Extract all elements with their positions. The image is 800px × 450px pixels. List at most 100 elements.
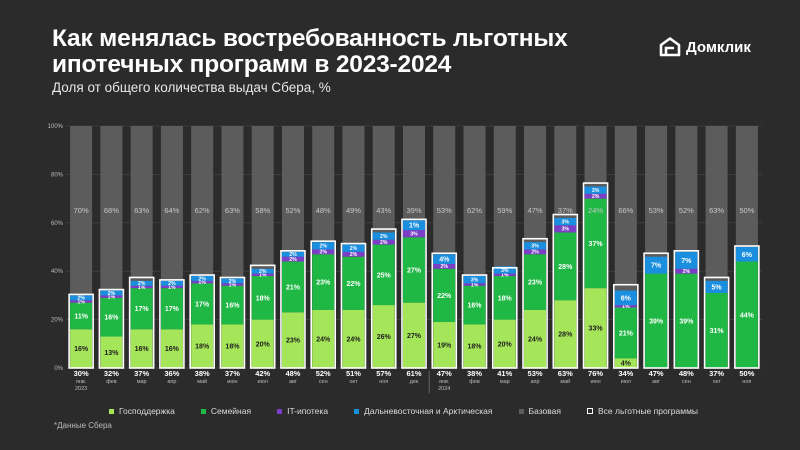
label-far-2: 2% <box>138 281 146 287</box>
label-sem-6: 18% <box>256 295 271 302</box>
year-label-0: 2023 <box>75 386 87 392</box>
bar-it-15 <box>524 249 547 255</box>
label-far-0: 2% <box>77 296 85 302</box>
label-sem-0: 11% <box>74 313 88 320</box>
label-sem-2: 17% <box>135 306 150 313</box>
bar-gos-11 <box>403 302 425 368</box>
label-sem-9: 22% <box>346 281 361 288</box>
label-sem-16: 28% <box>558 264 573 271</box>
bar-sem-15 <box>524 254 547 310</box>
label-far-22: 6% <box>742 252 753 259</box>
label-it-0: 1% <box>77 299 85 305</box>
label-far-18: 6% <box>621 295 632 302</box>
bar-far-12 <box>433 254 456 264</box>
label-far-15: 3% <box>531 244 539 250</box>
x-tick-label-7: авг <box>289 379 297 385</box>
bar-it-2 <box>130 285 153 289</box>
bar-gos-15 <box>524 309 547 368</box>
brand-logo: Домклик <box>659 37 751 57</box>
bar-it-7 <box>281 256 304 262</box>
label-gos-1: 13% <box>104 350 119 357</box>
label-it-4: 1% <box>198 280 206 286</box>
bar-sem-2 <box>130 288 153 330</box>
bar-far-18 <box>614 290 637 306</box>
label-far-20: 7% <box>681 258 692 265</box>
label-gos-16: 28% <box>558 332 573 339</box>
label-total-2: 37% <box>134 369 149 378</box>
label-sem-7: 21% <box>286 284 301 291</box>
label-base-21: 63% <box>709 206 724 215</box>
x-tick-label-4: май <box>197 378 207 385</box>
legend-label-gos: Господдержка <box>119 406 175 416</box>
x-tick-label-1: фев <box>106 379 117 385</box>
label-gos-8: 24% <box>316 336 331 343</box>
label-sem-10: 25% <box>377 272 392 279</box>
label-gos-11: 27% <box>407 333 422 340</box>
legend: Господдержка Семейная IT-ипотека Дальнев… <box>109 406 724 416</box>
label-far-11: 1% <box>409 223 420 230</box>
label-base-16: 37% <box>558 206 573 215</box>
x-tick-label-3: апр <box>167 379 176 385</box>
bar-total-outline-11 <box>401 218 427 369</box>
label-base-19: 53% <box>649 206 664 215</box>
bar-far-4 <box>191 276 214 281</box>
bar-far-16 <box>554 217 577 226</box>
brand-name: Домклик <box>686 38 751 56</box>
bar-gos-18 <box>614 358 637 368</box>
x-tick-label-20: сен <box>682 379 691 385</box>
label-base-11: 39% <box>406 206 421 215</box>
bar-sem-13 <box>463 285 486 325</box>
bar-gos-14 <box>493 319 516 368</box>
bar-it-14 <box>493 273 516 277</box>
bar-total-outline-21 <box>703 276 730 369</box>
label-it-13: 1% <box>471 282 479 288</box>
title-line-2: ипотечных программ в 2023-2024 <box>52 51 452 78</box>
label-sem-20: 39% <box>679 318 694 325</box>
label-far-21: 5% <box>712 284 723 291</box>
legend-swatch-far <box>354 408 360 414</box>
bar-it-17 <box>584 193 607 199</box>
label-far-4: 2% <box>198 276 206 282</box>
x-tick-label-12: янв. <box>439 379 450 385</box>
label-it-16: 3% <box>562 227 570 233</box>
bar-total-outline-6 <box>249 264 276 369</box>
label-gos-15: 24% <box>528 336 543 343</box>
label-it-2: 1% <box>138 285 146 291</box>
label-sem-12: 22% <box>437 293 452 300</box>
year-label-1: 2024 <box>438 386 450 392</box>
label-total-12: 47% <box>437 369 452 378</box>
bar-gos-16 <box>554 300 577 368</box>
bar-total-outline-15 <box>522 237 548 369</box>
label-base-12: 53% <box>437 206 452 215</box>
bar-far-9 <box>342 244 365 252</box>
bar-gos-10 <box>372 305 395 368</box>
bar-gos-1 <box>100 336 123 368</box>
label-base-2: 63% <box>134 206 149 215</box>
label-gos-4: 18% <box>195 344 210 351</box>
label-sem-14: 18% <box>498 295 513 302</box>
label-it-5: 1% <box>229 282 237 288</box>
label-total-16: 63% <box>558 369 573 378</box>
label-base-0: 70% <box>74 206 89 215</box>
legend-label-far: Дальневосточная и Арктическая <box>364 406 493 416</box>
bar-it-3 <box>160 285 183 289</box>
label-sem-5: 16% <box>225 303 240 310</box>
legend-item-base: Базовая <box>518 406 561 416</box>
label-base-22: 50% <box>739 206 754 215</box>
label-far-9: 2% <box>350 246 358 252</box>
legend-item-sem: Семейная <box>200 406 251 416</box>
label-far-6: 2% <box>259 269 267 275</box>
label-total-8: 52% <box>316 369 331 378</box>
label-total-20: 48% <box>679 369 694 378</box>
legend-label-total: Все льготные программы <box>598 406 699 416</box>
footnote: *Данные Сбера <box>54 421 112 430</box>
bar-gos-13 <box>463 324 486 368</box>
label-sem-1: 16% <box>104 315 119 322</box>
label-far-1: 2% <box>108 291 116 297</box>
y-tick-label-3: 60% <box>51 221 64 227</box>
label-total-6: 42% <box>255 369 270 378</box>
label-gos-2: 16% <box>135 346 150 353</box>
x-tick-label-9: окт <box>349 379 358 385</box>
bar-total-outline-5 <box>219 276 246 369</box>
